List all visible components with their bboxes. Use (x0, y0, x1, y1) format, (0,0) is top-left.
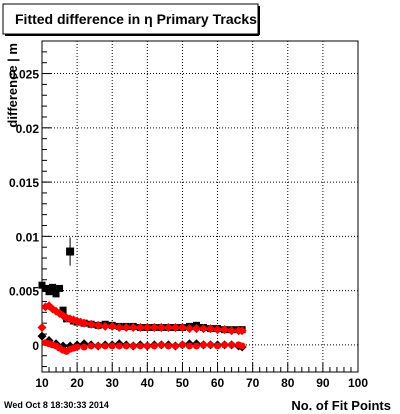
data-point-diamond (213, 325, 223, 335)
data-point-diamond (37, 323, 47, 333)
data-point-circle (207, 341, 215, 349)
data-point-circle (73, 343, 81, 351)
data-point-circle (238, 342, 246, 350)
data-point-diamond (93, 320, 103, 330)
data-point-diamond (37, 331, 47, 341)
data-point-diamond (114, 323, 124, 333)
data-point-circle (108, 342, 116, 350)
tick-labels: 10 20 30 40 50 60 70 80 90 100 0 0.005 0.01 0.015 0.02… (9, 68, 368, 390)
y-tick-label: 0 (32, 339, 39, 353)
data-point-square (56, 284, 64, 292)
footer-timestamp: Wed Oct 8 18:30:33 2014 (4, 400, 109, 410)
data-point-circle (129, 342, 137, 350)
data-point-diamond (184, 324, 194, 334)
data-point-diamond (100, 321, 110, 331)
data-point-circle (228, 341, 236, 349)
y-axis-title: difference | m (5, 43, 20, 128)
y-tick-label: 0.01 (16, 230, 40, 244)
data-point-circle (178, 341, 186, 349)
data-point-circle (185, 342, 193, 350)
grid (42, 41, 358, 372)
data-point-diamond (79, 318, 89, 328)
plot-frame (41, 40, 359, 373)
data-point-circle (87, 342, 95, 350)
data-point-diamond (227, 326, 237, 336)
data-point-circle (200, 341, 208, 349)
data-point-circle (214, 342, 222, 350)
data-point-circle (80, 343, 88, 351)
data-point-diamond (135, 323, 145, 333)
data-point-diamond (191, 324, 201, 334)
data-point-diamond (86, 319, 96, 329)
data-point-circle (136, 342, 144, 350)
data-point-square (38, 281, 46, 289)
data-point-circle (157, 341, 165, 349)
data-point-square (49, 283, 57, 291)
data-point-circle (171, 342, 179, 350)
data-point-diamond (156, 323, 166, 333)
y-tick-label: 0.015 (9, 176, 39, 190)
data-point-circle (164, 342, 172, 350)
chart-title: Fitted difference in η Primary Tracks (15, 11, 257, 27)
data-point-diamond (142, 323, 152, 333)
data-point-diamond (206, 324, 216, 334)
y-tick-label: 0.025 (9, 68, 39, 82)
data-point-circle (143, 342, 151, 350)
data-point-diamond (199, 324, 209, 334)
data-point-circle (150, 342, 158, 350)
x-tick-label: 90 (316, 376, 330, 390)
x-tick-label: 80 (281, 376, 295, 390)
data-point-diamond (149, 323, 159, 333)
x-tick-label: 30 (106, 376, 120, 390)
data-point-circle (192, 342, 200, 350)
x-axis-title: No. of Fit Points (291, 398, 391, 413)
x-tick-label: 50 (176, 376, 190, 390)
data-point-circle (115, 342, 123, 350)
data-point-diamond (170, 323, 180, 333)
data-point-circle (221, 341, 229, 349)
data-point-diamond (107, 321, 117, 331)
title-box: Fitted difference in η Primary Tracks (2, 3, 260, 36)
data-point-square (45, 288, 53, 296)
data-point-outlier (66, 247, 75, 256)
x-tick-label: 70 (246, 376, 260, 390)
data-point-circle (122, 342, 130, 350)
data-point-square (59, 306, 67, 314)
data-point-circle (94, 342, 102, 350)
data-marks (37, 237, 247, 355)
data-point-circle (101, 342, 109, 350)
title-frame (2, 3, 259, 35)
data-point-square (42, 284, 50, 292)
x-tick-label: 20 (70, 376, 84, 390)
data-point-diamond (237, 326, 247, 336)
data-point-square (52, 290, 60, 298)
x-tick-label: 10 (35, 376, 49, 390)
data-point-diamond (220, 325, 230, 335)
x-tick-label: 60 (211, 376, 225, 390)
x-tick-label: 40 (141, 376, 155, 390)
y-tick-label: 0.005 (9, 285, 39, 299)
data-point-diamond (121, 323, 131, 333)
y-tick-label: 0.02 (16, 122, 40, 136)
data-point-diamond (177, 323, 187, 333)
data-point-diamond (163, 323, 173, 333)
x-tick-label: 100 (348, 376, 368, 390)
data-point-diamond (128, 323, 138, 333)
